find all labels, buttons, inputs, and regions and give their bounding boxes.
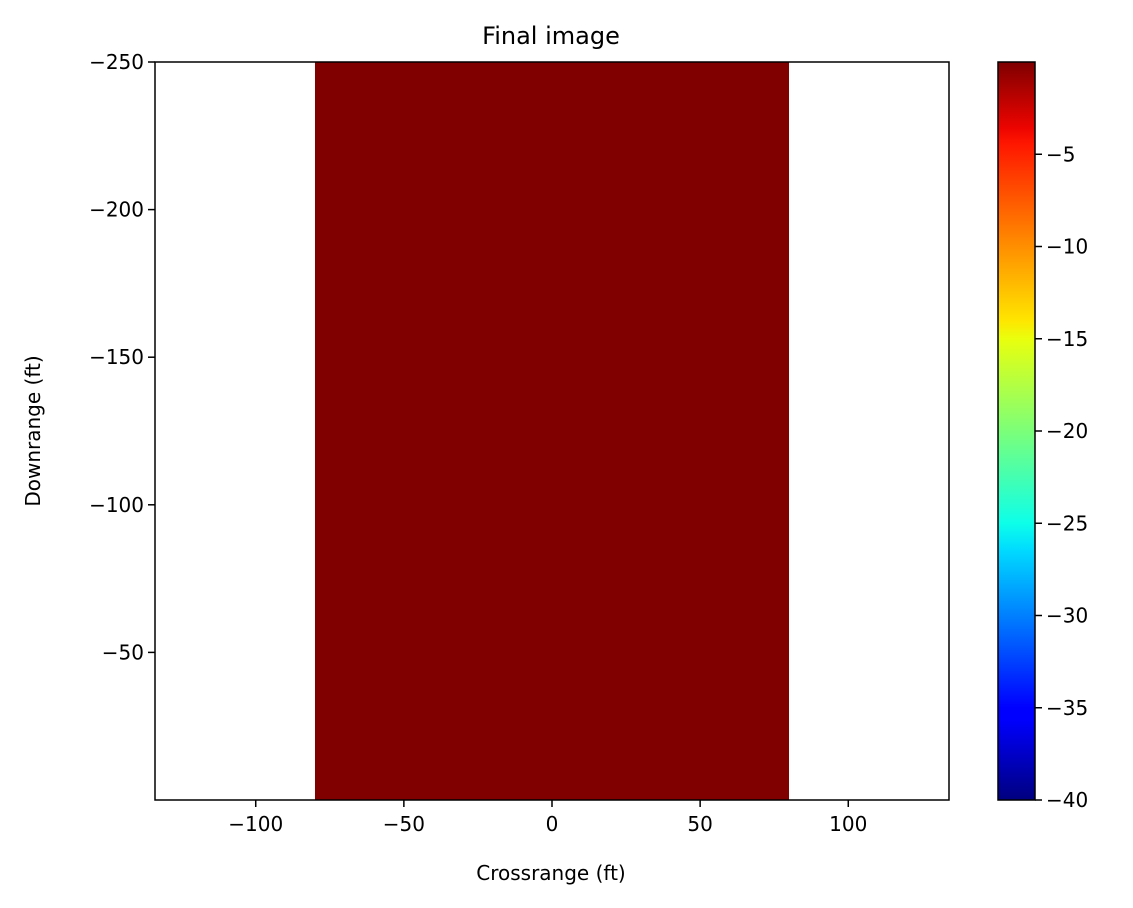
x-tick-label: 100 xyxy=(829,812,867,836)
colorbar-ticks: −40 −35 −30 −25 −20 −15 −10 −5 xyxy=(1035,142,1088,812)
colorbar-tick-label: −10 xyxy=(1046,235,1088,259)
y-axis: −250 −200 −150 −100 −50 xyxy=(89,50,155,664)
y-tick-label: −50 xyxy=(102,640,144,664)
y-tick-label: −250 xyxy=(89,50,144,74)
colorbar-gradient xyxy=(998,62,1035,800)
colorbar-tick-label: −5 xyxy=(1046,142,1075,166)
x-axis-label: Crossrange (ft) xyxy=(476,861,625,885)
y-tick-label: −200 xyxy=(89,198,144,222)
colorbar-tick-label: −15 xyxy=(1046,327,1088,351)
x-tick-label: −100 xyxy=(228,812,283,836)
colorbar-tick-label: −40 xyxy=(1046,788,1088,812)
colorbar: −40 −35 −30 −25 −20 −15 −10 −5 xyxy=(997,61,1088,812)
plot-area xyxy=(154,61,950,801)
colorbar-tick-label: −20 xyxy=(1046,419,1088,443)
y-tick-label: −150 xyxy=(89,345,144,369)
chart-title: Final image xyxy=(482,22,620,50)
colorbar-tick-label: −35 xyxy=(1046,696,1088,720)
x-tick-label: 50 xyxy=(687,812,712,836)
image-region xyxy=(314,62,790,800)
colorbar-tick-label: −30 xyxy=(1046,604,1088,628)
x-axis: −100 −50 0 50 100 xyxy=(228,800,867,836)
y-axis-label: Downrange (ft) xyxy=(21,355,45,506)
colorbar-tick-label: −25 xyxy=(1046,511,1088,535)
x-tick-label: −50 xyxy=(383,812,425,836)
x-tick-label: 0 xyxy=(546,812,559,836)
y-tick-label: −100 xyxy=(89,493,144,517)
